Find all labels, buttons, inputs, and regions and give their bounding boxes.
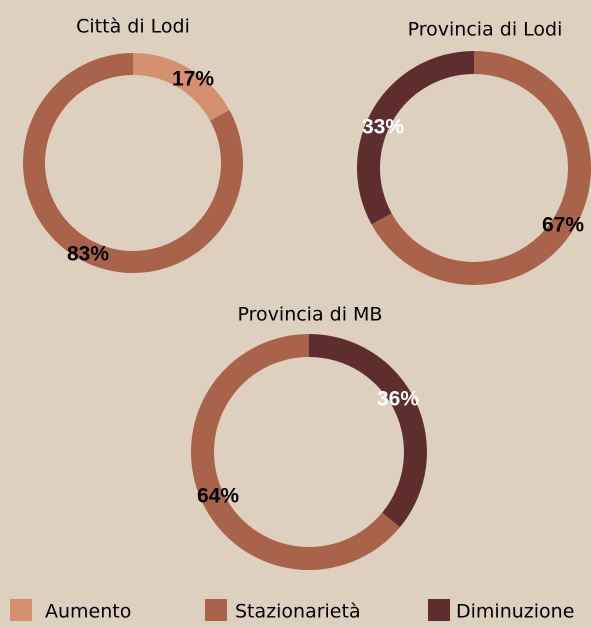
donut-slice [309, 334, 427, 528]
data-label: 36% [377, 388, 419, 411]
legend-swatch [10, 599, 32, 621]
legend-label: Aumento [45, 601, 131, 623]
chart-title: Provincia di Lodi [408, 19, 563, 41]
legend-swatch [428, 599, 450, 621]
donut-slice [133, 53, 230, 121]
data-label: 83% [67, 243, 109, 266]
legend-swatch [205, 599, 227, 621]
chart-title: Città di Lodi [76, 16, 190, 38]
data-label: 17% [172, 68, 214, 91]
legend-label: Diminuzione [456, 601, 574, 623]
data-label: 33% [362, 116, 404, 139]
chart-title: Provincia di MB [238, 304, 383, 326]
legend-label: Stazionarietà [235, 601, 361, 623]
donut-slice [356, 51, 474, 225]
data-label: 64% [197, 485, 239, 508]
data-label: 67% [542, 214, 584, 237]
donut-slice [190, 334, 400, 570]
